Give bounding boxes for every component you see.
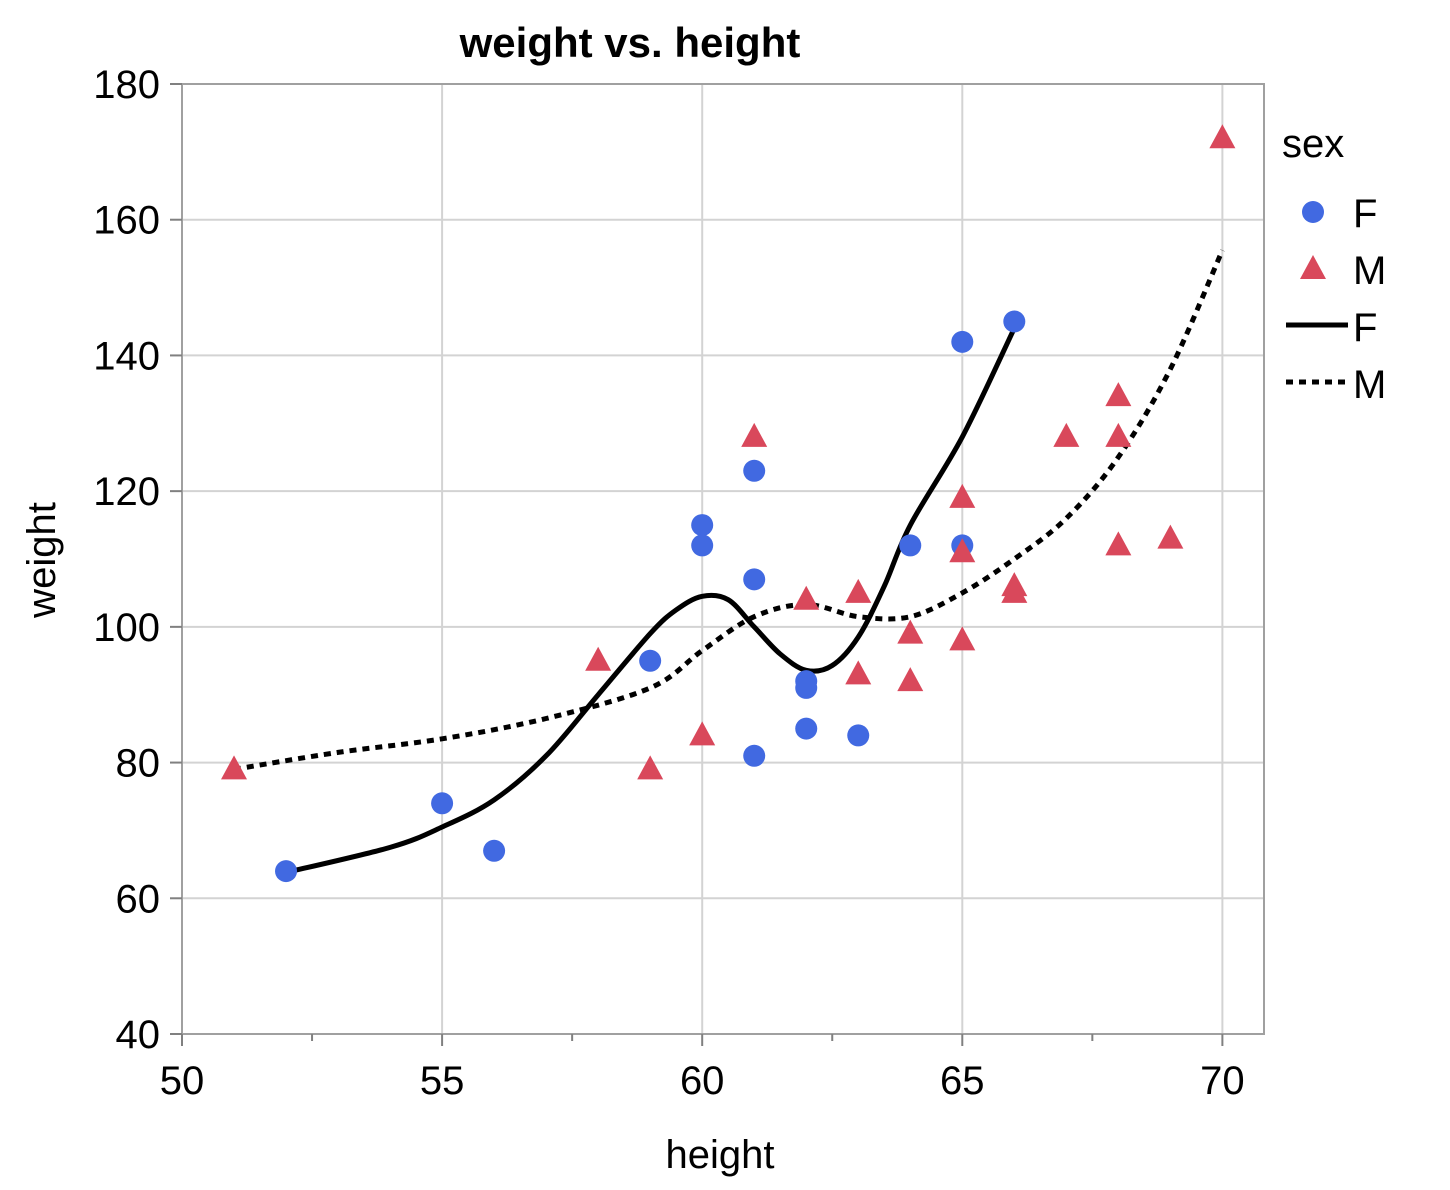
legend-marker-F — [1302, 201, 1324, 223]
point-F — [847, 724, 870, 747]
x-tick-label: 55 — [420, 1059, 465, 1103]
point-M — [741, 422, 768, 447]
x-tick-label: 50 — [160, 1059, 205, 1103]
point-M — [1001, 578, 1028, 603]
point-M — [221, 755, 248, 780]
chart-title: weight vs. height — [459, 19, 801, 66]
point-M — [949, 538, 976, 563]
legend-title: sex — [1282, 122, 1344, 166]
y-tick-label: 180 — [93, 63, 160, 107]
legend-marker-M — [1300, 255, 1326, 279]
point-M — [845, 660, 872, 685]
legend-label-F: F — [1353, 192, 1377, 236]
point-M — [949, 626, 976, 651]
point-F — [639, 649, 662, 672]
point-M — [1053, 422, 1080, 447]
point-F — [951, 330, 974, 353]
point-F — [691, 534, 714, 557]
y-tick-label: 160 — [93, 199, 160, 243]
point-F — [899, 534, 922, 557]
point-M — [1105, 382, 1132, 407]
point-F — [743, 744, 766, 767]
y-tick-label: 100 — [93, 606, 160, 650]
y-tick-label: 140 — [93, 334, 160, 378]
y-axis: 40 60 80 100 120 140 160 180 — [93, 63, 182, 1057]
point-M — [585, 646, 612, 671]
legend-label-F: F — [1353, 306, 1377, 350]
point-M — [1209, 124, 1236, 149]
point-F — [431, 792, 454, 815]
point-M — [1105, 422, 1132, 447]
y-tick-label: 120 — [93, 470, 160, 514]
point-M — [793, 585, 820, 610]
y-tick-label: 60 — [116, 877, 161, 921]
point-M — [897, 667, 924, 692]
point-F — [483, 839, 506, 862]
fit-line-F-solid — [285, 327, 1017, 875]
x-tick-label: 70 — [1200, 1059, 1245, 1103]
plot-frame — [181, 83, 1265, 1035]
x-axis-title: height — [666, 1133, 775, 1177]
x-tick-label: 65 — [940, 1059, 985, 1103]
x-tick-label: 60 — [680, 1059, 725, 1103]
point-F — [1003, 310, 1026, 333]
data-points — [221, 124, 1236, 883]
point-M — [689, 721, 716, 746]
point-F — [743, 459, 766, 482]
point-F — [743, 568, 766, 591]
y-tick-label: 40 — [116, 1013, 161, 1057]
point-F — [275, 860, 298, 883]
point-F — [795, 676, 818, 699]
legend-label-M: M — [1353, 363, 1386, 407]
fit-lines — [233, 249, 1225, 875]
y-tick-label: 80 — [116, 742, 161, 786]
point-M — [1105, 531, 1132, 556]
y-axis-title: weight — [20, 502, 64, 619]
point-F — [795, 717, 818, 740]
point-M — [949, 483, 976, 508]
point-F — [691, 514, 714, 537]
fit-line-M-dotted — [233, 249, 1225, 772]
legend-label-M: M — [1353, 249, 1386, 293]
point-M — [637, 755, 664, 780]
grid-lines — [181, 83, 1264, 1035]
point-M — [845, 578, 872, 603]
x-axis: 50 55 60 65 70 — [160, 1034, 1245, 1103]
point-M — [897, 619, 924, 644]
point-M — [1157, 524, 1184, 549]
